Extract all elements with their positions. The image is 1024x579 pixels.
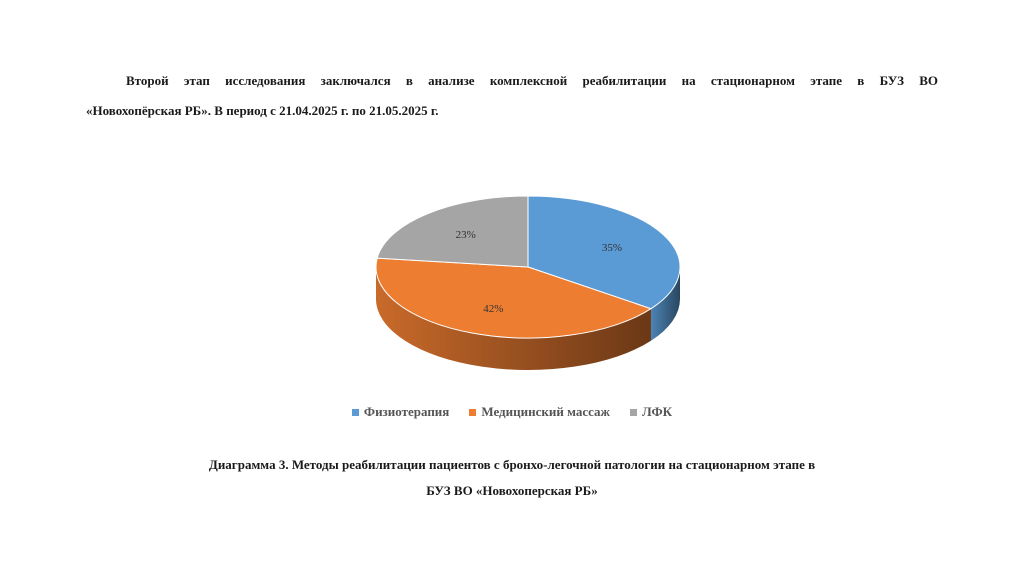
- pie-slice-1: [375, 257, 653, 339]
- legend-label-1: Медицинский массаж: [481, 404, 610, 419]
- chart-caption-line-1: Диаграмма 3. Методы реабилитации пациент…: [208, 457, 816, 472]
- pie-slice-2: [376, 195, 529, 268]
- legend-label-2: ЛФК: [641, 404, 673, 419]
- pie-slice-0: [527, 195, 681, 310]
- legend-item-2: ЛФК: [629, 404, 673, 420]
- pie-data-label-0: 35%: [602, 242, 622, 254]
- legend-swatch-0: [351, 408, 359, 416]
- intro-line-2: «Новохопёрская РБ». В период с 21.04.202…: [86, 103, 439, 118]
- legend-item-1: Медицинский массаж: [469, 404, 610, 420]
- pie-data-label-1: 42%: [483, 303, 503, 315]
- chart-legend: Физиотерапия Медицинский массаж ЛФК: [0, 404, 1024, 420]
- pie-side-walls: [376, 267, 680, 370]
- legend-swatch-2: [629, 408, 637, 416]
- pie-side-0: [650, 267, 680, 341]
- intro-paragraph: Второй этап исследования заключался в ан…: [86, 66, 938, 126]
- legend-swatch-1: [469, 408, 477, 416]
- chart-caption-line-2: БУЗ ВО «Новохоперская РБ»: [426, 483, 598, 498]
- pie-data-label-2: 23%: [456, 229, 476, 241]
- pie-side-1: [376, 267, 651, 370]
- intro-line-1: Второй этап исследования заключался в ан…: [126, 73, 938, 88]
- legend-item-0: Физиотерапия: [351, 404, 450, 420]
- legend-label-0: Физиотерапия: [363, 404, 450, 419]
